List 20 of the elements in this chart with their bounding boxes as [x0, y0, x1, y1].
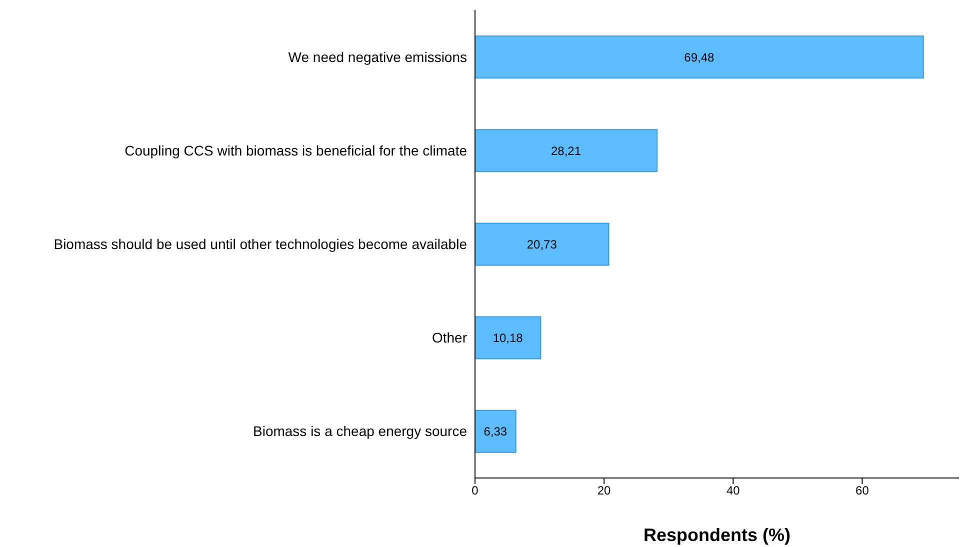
x-tick-label: 0	[472, 484, 479, 498]
y-tick-label: We need negative emissions	[288, 48, 467, 65]
data-label: 10,18	[492, 331, 524, 346]
bar	[475, 129, 658, 172]
y-tick-label: Biomass should be used until other technologies become available	[54, 236, 468, 252]
y-tick-label: Coupling CCS with biomass is beneficial for the climate	[124, 142, 468, 158]
data-label: 6,33	[484, 424, 508, 439]
y-tick-label: Biomass is a cheap energy source	[253, 423, 468, 440]
bar	[475, 222, 610, 266]
data-label: 69,48	[684, 50, 715, 64]
bar	[475, 36, 924, 78]
bar	[475, 410, 516, 453]
y-tick-label: Other	[432, 330, 468, 346]
x-tick-label: 40	[726, 484, 740, 498]
x-tick-label: 20	[597, 484, 612, 498]
data-label: 28,21	[551, 144, 582, 158]
data-label: 20,73	[526, 237, 558, 252]
x-tick-label: 60	[856, 484, 870, 498]
x-axis-title: Respondents (%)	[643, 525, 791, 545]
bar	[475, 316, 542, 360]
